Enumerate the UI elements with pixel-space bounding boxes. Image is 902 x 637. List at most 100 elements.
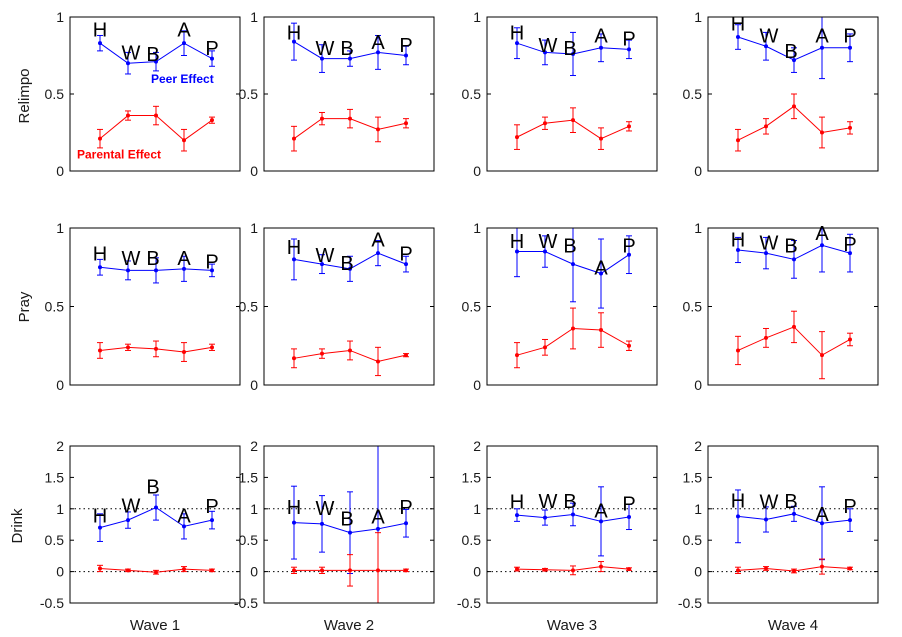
y-tick-label: 1.5 <box>683 469 703 485</box>
category-label-p: P <box>399 497 412 519</box>
panel-relimpo-2: 0 0.5 1 HW B A P <box>239 9 435 179</box>
parental-point <box>627 567 631 572</box>
parental-point <box>376 359 380 364</box>
peer-point <box>154 268 158 273</box>
y-tick-label: 0 <box>473 377 481 393</box>
row-title-pray: Pray <box>16 291 33 322</box>
axes-box <box>263 445 435 604</box>
parental-point <box>820 353 824 358</box>
panel-drink-1: -0.5 0 0.5 1 1.5 2 H WBA P Wave 1 <box>40 438 241 634</box>
parental-point <box>515 353 519 358</box>
x-axis-label: Wave 3 <box>547 617 597 634</box>
peer-point <box>320 521 324 526</box>
parental-point <box>210 118 214 123</box>
category-label-w: W <box>760 26 779 48</box>
y-tick-label: 0.5 <box>683 86 703 102</box>
x-axis-label: Wave 4 <box>768 617 818 634</box>
peer-point <box>848 251 852 256</box>
peer-point <box>154 505 158 510</box>
category-label-p: P <box>622 29 635 51</box>
peer-point <box>348 266 352 271</box>
y-tick-label: 2 <box>694 438 702 454</box>
peer-point <box>210 56 214 61</box>
peer-point <box>627 514 631 519</box>
y-tick-label: -0.5 <box>457 595 481 611</box>
parental-point <box>154 113 158 118</box>
parental-point <box>154 570 158 575</box>
category-label-p: P <box>205 251 218 273</box>
panel-drink-3: -0.5 0 0.5 1 1.5 2 H W B A P Wave 3 <box>457 438 658 634</box>
parental-point <box>404 568 408 573</box>
peer-point <box>126 268 130 273</box>
category-label-p: P <box>399 243 412 265</box>
category-label-b: B <box>340 253 353 275</box>
y-tick-label: 0 <box>473 163 481 179</box>
x-axis-label: Wave 2 <box>324 617 374 634</box>
y-tick-label: 0.5 <box>239 86 259 102</box>
y-tick-label: 0 <box>250 377 258 393</box>
y-tick-label: 0.5 <box>462 86 482 102</box>
parental-point <box>627 124 631 129</box>
series-group <box>291 238 409 377</box>
category-label-b: B <box>340 38 353 60</box>
parental-point <box>543 121 547 126</box>
category-label-h: H <box>93 243 107 265</box>
category-label-a: A <box>177 505 191 527</box>
peer-point <box>736 35 740 40</box>
category-label-w: W <box>316 38 335 60</box>
category-label-w: W <box>539 231 558 253</box>
category-label-w: W <box>122 43 141 65</box>
parental-point <box>98 136 102 141</box>
y-tick-label: 0 <box>250 163 258 179</box>
row-title-relimpo: Relimpo <box>16 68 33 123</box>
peer-point <box>404 53 408 58</box>
peer-point <box>404 262 408 267</box>
category-label-a: A <box>815 223 829 245</box>
parental-point <box>320 351 324 356</box>
series-group <box>97 494 215 575</box>
peer-point <box>126 61 130 66</box>
y-tick-label: 1 <box>694 9 702 25</box>
parental-point <box>599 328 603 333</box>
y-tick-label: 1 <box>694 220 702 236</box>
series-group <box>97 255 215 362</box>
panel-pray-4: 0 0.5 1 H W BA P <box>683 220 879 393</box>
parental-point <box>764 335 768 340</box>
y-tick-label: -0.5 <box>40 595 64 611</box>
parental-point <box>736 568 740 573</box>
y-tick-label: 2 <box>250 438 258 454</box>
panel-drink-4: -0.5 0 0.5 1 1.5 2 H W BA P Wave 4 <box>678 438 879 634</box>
peer-point <box>292 520 296 525</box>
parental-point <box>820 130 824 135</box>
peer-point <box>376 526 380 531</box>
category-label-h: H <box>287 237 301 259</box>
parental-point <box>848 337 852 342</box>
y-tick-label: 1.5 <box>45 469 65 485</box>
peer-point <box>848 518 852 523</box>
series-group <box>291 446 409 603</box>
peer-point <box>348 530 352 535</box>
peer-point <box>292 39 296 44</box>
peer-point <box>792 58 796 63</box>
category-label-b: B <box>784 491 797 513</box>
category-label-a: A <box>815 504 829 526</box>
category-label-a: A <box>815 26 829 48</box>
y-tick-label: 0.5 <box>45 299 65 315</box>
peer-point <box>543 515 547 520</box>
parental-point <box>543 345 547 350</box>
parental-point <box>126 568 130 573</box>
parental-point <box>320 116 324 121</box>
peer-point <box>792 511 796 516</box>
category-label-b: B <box>784 236 797 258</box>
peer-point <box>543 50 547 55</box>
category-label-p: P <box>205 38 218 60</box>
category-label-a: A <box>371 32 385 54</box>
peer-point <box>599 271 603 276</box>
parental-point <box>404 121 408 126</box>
series-group <box>735 17 853 152</box>
category-label-h: H <box>287 497 301 519</box>
y-tick-label: 0 <box>56 564 64 580</box>
parental-point <box>571 568 575 573</box>
